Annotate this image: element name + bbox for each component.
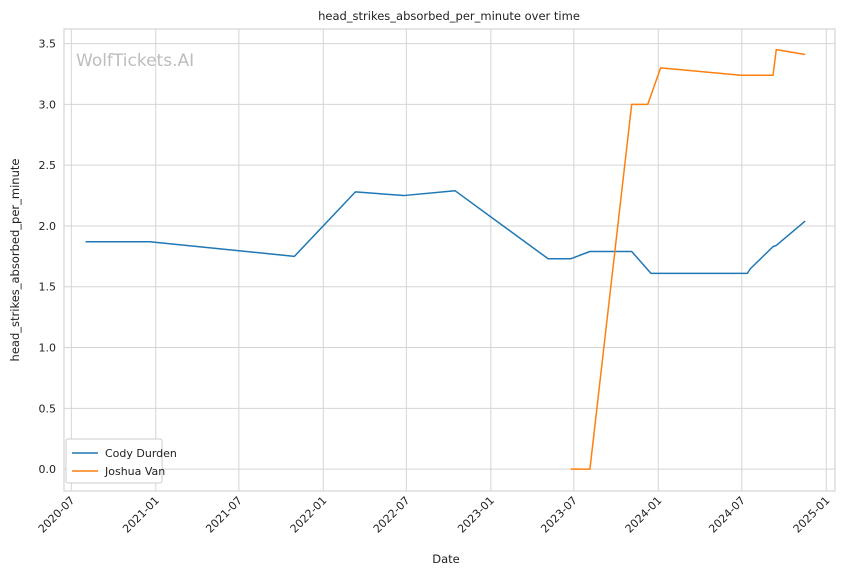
x-tick-label: 2024-01 [623,494,665,536]
x-axis-label: Date [432,552,460,566]
x-tick-label: 2024-07 [706,494,748,536]
y-tick-label: 1.0 [39,342,57,355]
y-tick-label: 0.5 [39,402,57,415]
y-axis-label: head_strikes_absorbed_per_minute [8,159,22,362]
legend-label-cody-durden: Cody Durden [105,447,177,460]
legend: Cody Durden Joshua Van [65,438,177,484]
x-tick-label: 2021-07 [203,494,245,536]
x-tick-label: 2025-01 [791,494,833,536]
x-tick-label: 2023-01 [455,494,497,536]
legend-box [65,438,163,484]
plot-area [63,28,836,492]
y-tick-label: 2.5 [39,159,57,172]
y-tick-label: 2.0 [39,220,57,233]
grid [64,29,835,491]
legend-label-joshua-van: Joshua Van [104,465,165,478]
y-ticks: 0.0 0.5 1.0 1.5 2.0 2.5 3.0 3.5 [39,38,57,477]
chart-title: head_strikes_absorbed_per_minute over ti… [318,9,580,23]
y-tick-label: 3.5 [39,38,57,51]
y-tick-label: 1.5 [39,281,57,294]
watermark: WolfTickets.AI [76,51,194,71]
series-layer [85,48,806,470]
x-tick-label: 2022-01 [288,494,330,536]
y-tick-label: 0.0 [39,463,57,476]
x-tick-label: 2020-07 [36,494,78,536]
series-line-cody-durden [85,189,806,275]
x-tick-label: 2023-07 [538,494,580,536]
x-ticks: 2020-07 2021-01 2021-07 2022-01 2022-07 2023-… [36,494,833,536]
series-line-joshua-van [570,48,806,470]
x-tick-label: 2022-07 [371,494,413,536]
y-tick-label: 3.0 [39,98,57,111]
x-tick-label: 2021-01 [120,494,162,536]
